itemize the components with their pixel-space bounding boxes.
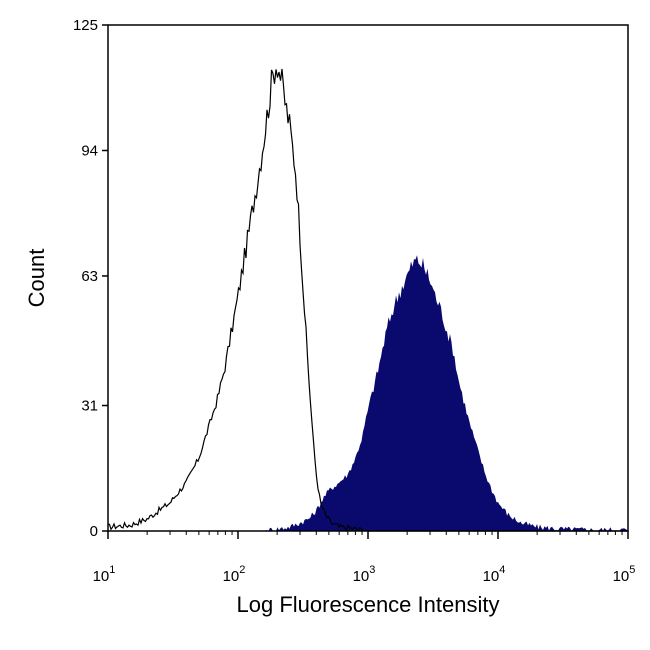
- y-tick-label: 63: [81, 268, 98, 285]
- x-tick-exponent: 1: [109, 564, 115, 576]
- y-tick-label: 0: [90, 523, 98, 540]
- y-tick-label: 94: [81, 142, 98, 159]
- x-tick-exponent: 2: [239, 564, 245, 576]
- x-tick-base: 10: [93, 568, 110, 585]
- y-axis: 0 31 63 94 125: [73, 17, 108, 540]
- y-axis-title: Count: [24, 249, 49, 308]
- x-tick-label: 101: [93, 564, 116, 585]
- filled-histogram-series: [108, 255, 628, 532]
- x-tick-exponent: 3: [369, 564, 375, 576]
- x-tick-label: 105: [613, 564, 636, 585]
- x-axis: 101 102 103 104 105: [93, 531, 636, 585]
- x-tick-base: 10: [223, 568, 240, 585]
- x-tick-label: 104: [483, 564, 506, 585]
- y-tick-label: 31: [81, 398, 98, 415]
- x-axis-title: Log Fluorescence Intensity: [237, 592, 500, 617]
- y-tick-label: 125: [73, 17, 98, 34]
- x-tick-exponent: 5: [629, 564, 635, 576]
- x-tick-base: 10: [353, 568, 370, 585]
- x-tick-label: 102: [223, 564, 246, 585]
- x-tick-base: 10: [613, 568, 630, 585]
- x-tick-label: 103: [353, 564, 376, 585]
- plot-area: [107, 24, 629, 533]
- x-tick-base: 10: [483, 568, 500, 585]
- x-tick-exponent: 4: [499, 564, 505, 576]
